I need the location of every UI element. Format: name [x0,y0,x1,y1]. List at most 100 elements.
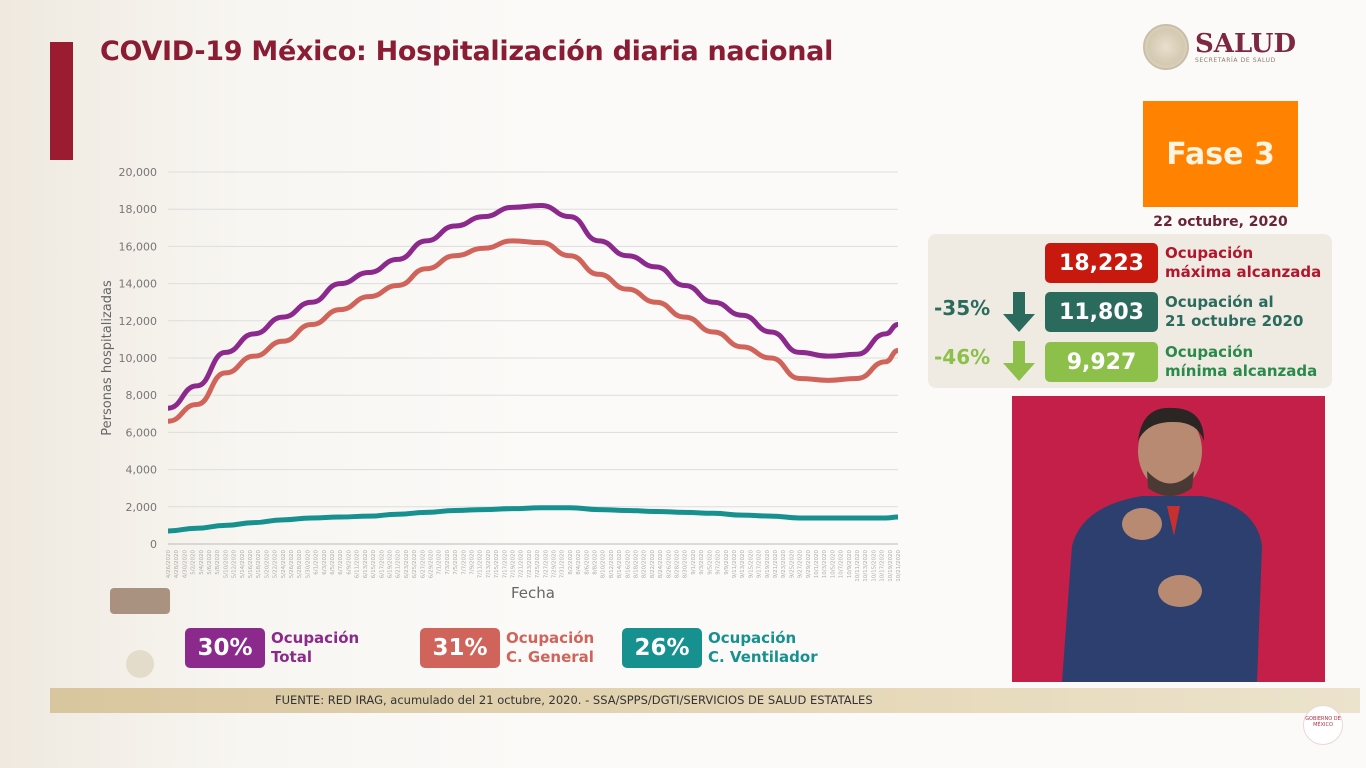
x-tick-label: 8/8/2020 [593,550,599,575]
x-tick-label: 6/9/2020 [346,550,352,575]
national-seal-icon [1143,24,1189,70]
bicentennial-emblem [106,580,176,680]
y-tick-label: 18,000 [119,203,158,216]
x-tick-label: 5/10/2020 [223,550,229,579]
x-tick-label: 6/21/2020 [396,550,402,579]
x-tick-label: 9/27/2020 [798,550,804,579]
x-tick-label: 9/25/2020 [789,550,795,579]
x-tick-label: 8/24/2020 [658,550,664,579]
legend-total-pct: 30% [185,628,265,668]
x-tick-label: 8/28/2020 [675,550,681,579]
legend-ventilator-pct: 26% [622,628,702,668]
y-tick-label: 20,000 [119,166,158,179]
interpreter-figure [1062,407,1262,682]
x-tick-label: 10/5/2020 [830,550,836,579]
phase-date: 22 octubre, 2020 [1153,214,1288,230]
x-tick-label: 6/13/2020 [363,550,369,579]
x-tick-label: 10/21/2020 [896,550,902,582]
x-tick-label: 4/28/2020 [174,550,180,579]
x-tick-label: 5/14/2020 [240,550,246,579]
gobierno-mexico-logo: GOBIERNO DE MÉXICO [1303,705,1343,745]
x-tick-label: 10/7/2020 [839,550,845,579]
x-tick-label: 10/17/2020 [880,550,886,582]
min-change: -46% [934,345,991,369]
x-tick-label: 7/29/2020 [552,550,558,579]
x-tick-label: 4/26/2020 [166,550,172,579]
x-tick-label: 8/6/2020 [584,550,590,575]
x-tick-label: 9/7/2020 [716,550,722,575]
x-tick-label: 9/13/2020 [740,550,746,579]
x-tick-label: 5/18/2020 [256,550,262,579]
legend-general: 31% Ocupación C. General [420,628,594,668]
x-tick-label: 9/1/2020 [691,550,697,575]
x-tick-label: 8/2/2020 [568,550,574,575]
phase-badge: Fase 3 [1143,101,1298,207]
x-tick-label: 5/26/2020 [289,550,295,579]
min-occupancy-label: Ocupación mínima alcanzada [1165,343,1318,380]
logo-subtext: SECRETARÍA DE SALUD [1195,56,1276,64]
sign-language-interpreter-video [1012,396,1325,682]
x-tick-label: 9/29/2020 [806,550,812,579]
x-tick-label: 7/7/2020 [461,550,467,575]
x-tick-label: 5/6/2020 [207,550,213,575]
x-tick-label: 7/27/2020 [543,550,549,579]
source-footer: FUENTE: RED IRAG, acumulado del 21 octub… [50,688,1360,713]
page-title: COVID-19 México: Hospitalización diaria … [100,36,834,67]
x-tick-label: 7/31/2020 [560,550,566,579]
stats-panel: 18,223 Ocupación máxima alcanzada -35% 11… [928,234,1332,388]
x-tick-label: 9/21/2020 [773,550,779,579]
series-line-ventilator [167,505,899,534]
x-tick-label: 5/4/2020 [199,550,205,575]
x-tick-label: 9/5/2020 [707,550,713,575]
arrow-down-icon [1003,341,1035,381]
x-tick-label: 5/2/2020 [191,550,197,575]
x-tick-label: 8/20/2020 [642,550,648,579]
x-tick-label: 6/5/2020 [330,550,336,575]
x-tick-label: 6/1/2020 [314,550,320,575]
x-tick-label: 8/10/2020 [601,550,607,579]
x-tick-label: 9/19/2020 [765,550,771,579]
hospitalization-chart: 0 2,000 4,000 6,000 8,000 10,000 12,000 14,000 1… [100,166,902,602]
x-tick-label: 10/15/2020 [871,550,877,582]
x-tick-label: 6/27/2020 [420,550,426,579]
x-tick-label: 7/19/2020 [510,550,516,579]
min-occupancy-value: 9,927 [1045,342,1158,382]
x-tick-label: 6/7/2020 [338,550,344,575]
series-line-general [167,238,899,424]
x-tick-label: 6/23/2020 [404,550,410,579]
x-tick-label: 8/30/2020 [683,550,689,579]
x-tick-label: 10/13/2020 [863,550,869,582]
y-tick-label: 2,000 [126,501,158,514]
x-tick-label: 8/14/2020 [617,550,623,579]
x-tick-label: 9/9/2020 [724,550,730,575]
x-tick-label: 6/17/2020 [379,550,385,579]
x-tick-label: 10/9/2020 [847,550,853,579]
x-tick-label: 7/9/2020 [469,550,475,575]
x-tick-label: 5/22/2020 [273,550,279,579]
x-tick-label: 7/13/2020 [486,550,492,579]
legend-total-label: Ocupación Total [271,629,360,666]
x-tick-label: 5/12/2020 [232,550,238,579]
x-tick-label: 6/19/2020 [387,550,393,579]
x-tick-label: 7/17/2020 [502,550,508,579]
x-tick-label: 6/11/2020 [355,550,361,579]
x-tick-label: 7/15/2020 [494,550,500,579]
legend-general-pct: 31% [420,628,500,668]
x-tick-label: 7/5/2020 [453,550,459,575]
x-tick-label: 8/4/2020 [576,550,582,575]
x-tick-label: 6/25/2020 [412,550,418,579]
legend-general-label: Ocupación C. General [506,629,595,666]
x-tick-label: 10/1/2020 [814,550,820,579]
x-tick-label: 8/18/2020 [634,550,640,579]
x-tick-label: 9/11/2020 [732,550,738,579]
y-axis-title: Personas hospitalizadas [100,280,115,436]
x-tick-label: 5/30/2020 [305,550,311,579]
legend-ventilator: 26% Ocupación C. Ventilador [622,628,818,668]
y-tick-label: 8,000 [126,389,158,402]
max-occupancy-label: Ocupación máxima alcanzada [1165,244,1322,281]
x-tick-label: 9/17/2020 [757,550,763,579]
x-tick-label: 6/3/2020 [322,550,328,575]
y-tick-label: 12,000 [119,315,158,328]
x-tick-label: 10/3/2020 [822,550,828,579]
current-occupancy-value: 11,803 [1045,292,1158,332]
